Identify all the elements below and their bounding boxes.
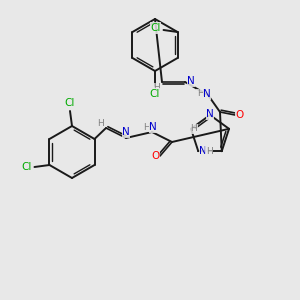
Text: Cl: Cl — [21, 162, 32, 172]
Text: N: N — [122, 127, 130, 137]
Text: N: N — [200, 146, 207, 156]
Text: H: H — [190, 124, 197, 133]
Text: H: H — [144, 122, 150, 131]
Text: Cl: Cl — [150, 23, 161, 33]
Text: N: N — [187, 76, 195, 86]
Text: O: O — [151, 151, 159, 161]
Text: N: N — [149, 122, 157, 132]
Text: H: H — [98, 118, 104, 127]
Text: Cl: Cl — [150, 89, 160, 99]
Text: H: H — [154, 83, 160, 92]
Text: O: O — [236, 110, 244, 120]
Text: N: N — [203, 89, 211, 99]
Text: H: H — [206, 147, 213, 156]
Text: N: N — [206, 109, 214, 119]
Text: Cl: Cl — [65, 98, 75, 108]
Text: H: H — [196, 89, 203, 98]
